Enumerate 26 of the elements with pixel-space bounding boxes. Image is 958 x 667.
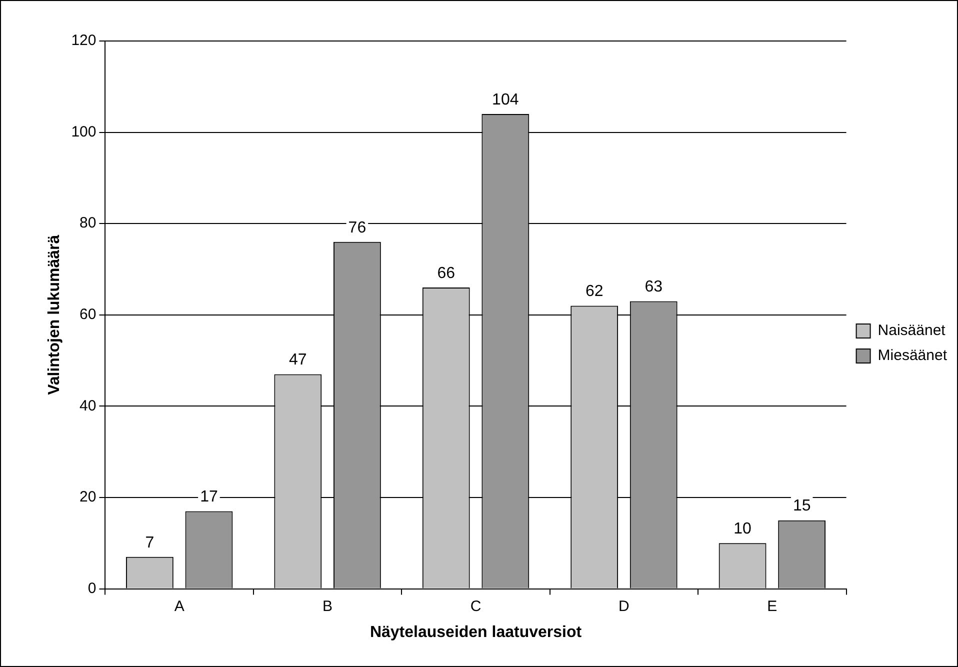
data-label: 66 bbox=[437, 264, 456, 282]
y-tick-label: 0 bbox=[88, 580, 96, 597]
data-label: 63 bbox=[644, 278, 663, 296]
data-label: 47 bbox=[289, 352, 307, 369]
data-label: 10 bbox=[734, 520, 752, 538]
y-tick-label: 60 bbox=[80, 306, 96, 324]
legend-label: Miesäänet bbox=[878, 347, 948, 364]
x-tick-label: B bbox=[322, 598, 333, 615]
y-tick-label: 120 bbox=[71, 32, 96, 50]
data-label: 17 bbox=[200, 488, 218, 506]
data-label: 15 bbox=[792, 498, 811, 515]
x-tick-label: C bbox=[470, 598, 482, 615]
data-label: 104 bbox=[492, 91, 519, 108]
y-tick-label: 20 bbox=[80, 488, 96, 506]
x-tick-label: A bbox=[174, 598, 184, 615]
data-label: 76 bbox=[348, 219, 366, 236]
data-label: 7 bbox=[145, 534, 154, 552]
x-tick-label: D bbox=[618, 598, 630, 615]
data-label: 62 bbox=[585, 283, 604, 300]
y-tick-label: 100 bbox=[71, 123, 96, 140]
y-tick-label: 80 bbox=[80, 214, 96, 232]
y-axis-title: Valintojen lukumäärä bbox=[46, 234, 64, 395]
x-axis-title: Näytelauseiden laatuversiot bbox=[370, 624, 582, 641]
x-tick-label: E bbox=[767, 598, 778, 615]
y-tick-label: 40 bbox=[80, 397, 96, 414]
legend-label: Naisäänet bbox=[878, 322, 946, 340]
